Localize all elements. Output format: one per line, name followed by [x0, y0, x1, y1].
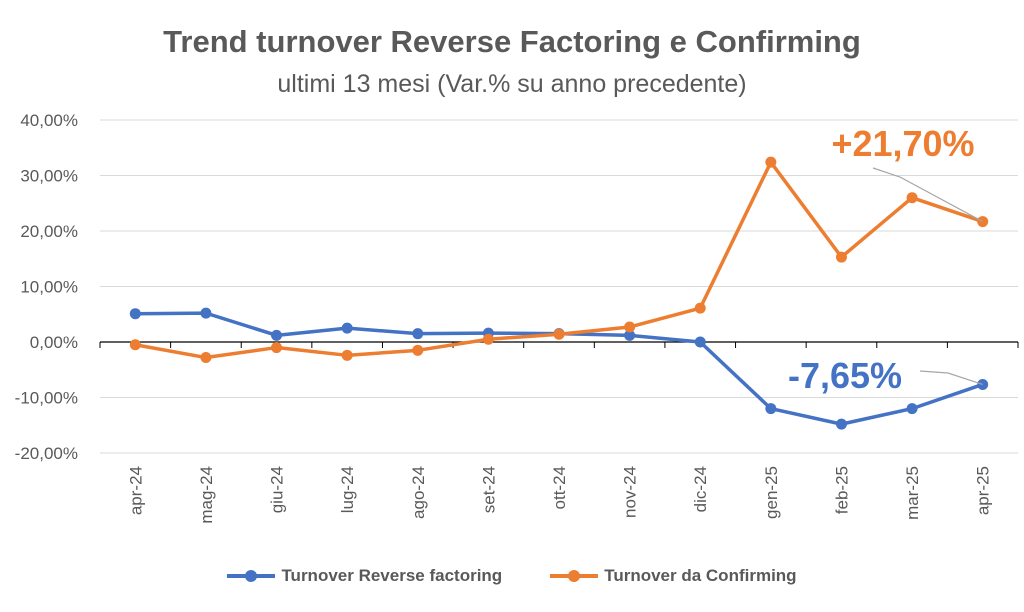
data-point: [341, 322, 353, 334]
data-point: [694, 336, 706, 348]
callout-leader-line: [919, 370, 983, 386]
x-tick-label: lug-24: [338, 466, 357, 513]
y-tick-label: 30,00%: [20, 167, 78, 186]
data-point: [412, 344, 424, 356]
y-tick-label: 40,00%: [20, 111, 78, 130]
y-tick-label: -10,00%: [15, 389, 78, 408]
legend-swatch-reverse-factoring: [227, 570, 276, 582]
callout-label: -7,65%: [788, 355, 902, 396]
data-point: [341, 349, 353, 361]
data-point: [694, 302, 706, 314]
data-point: [624, 321, 636, 333]
legend-label-confirming: Turnover da Confirming: [604, 566, 797, 585]
legend: Turnover Reverse factoring Turnover da C…: [0, 566, 1024, 586]
data-point: [624, 329, 636, 341]
legend-label-reverse-factoring: Turnover Reverse factoring: [281, 566, 503, 585]
legend-swatch-confirming: [550, 570, 599, 582]
x-tick-label: giu-24: [268, 466, 287, 513]
data-point: [553, 328, 565, 340]
data-point: [835, 251, 847, 263]
y-tick-label: 10,00%: [20, 278, 78, 297]
data-point: [200, 352, 212, 364]
chart-subtitle: ultimi 13 mesi (Var.% su anno precedente…: [277, 70, 747, 98]
line-chart: -20,00% -10,00% 0,00% 10,00% 20,00% 30,00% 40,…: [15, 111, 1019, 524]
x-tick-label: ott-24: [550, 466, 569, 509]
y-tick-label: 0,00%: [30, 333, 78, 352]
x-tick-label: gen-25: [762, 466, 781, 519]
legend-item-confirming: Turnover da Confirming: [550, 566, 797, 586]
x-tick-label: feb-25: [832, 466, 851, 514]
data-point: [765, 403, 777, 415]
data-point: [412, 328, 424, 340]
x-tick-label: mar-25: [903, 466, 922, 520]
data-point: [129, 308, 141, 320]
legend-item-reverse-factoring: Turnover Reverse factoring: [227, 566, 502, 586]
x-tick-label: apr-24: [126, 466, 145, 515]
x-tick-label: mag-24: [197, 466, 216, 524]
callout-label: +21,70%: [831, 123, 974, 164]
x-tick-label: dic-24: [691, 466, 710, 512]
x-tick-label: set-24: [479, 466, 498, 513]
x-tick-label: apr-25: [974, 466, 993, 515]
x-tick-label: ago-24: [409, 466, 428, 519]
data-point: [129, 339, 141, 351]
data-point: [906, 403, 918, 415]
x-tick-label: nov-24: [621, 466, 640, 518]
data-point: [271, 342, 283, 354]
data-point: [906, 192, 918, 204]
data-point: [765, 156, 777, 168]
y-tick-label: -20,00%: [15, 444, 78, 463]
data-point: [200, 307, 212, 319]
data-point: [835, 418, 847, 430]
callout-leader-line: [872, 167, 983, 223]
y-tick-label: 20,00%: [20, 222, 78, 241]
data-point: [271, 329, 283, 341]
chart-title: Trend turnover Reverse Factoring e Confi…: [163, 24, 861, 59]
data-point: [482, 333, 494, 345]
